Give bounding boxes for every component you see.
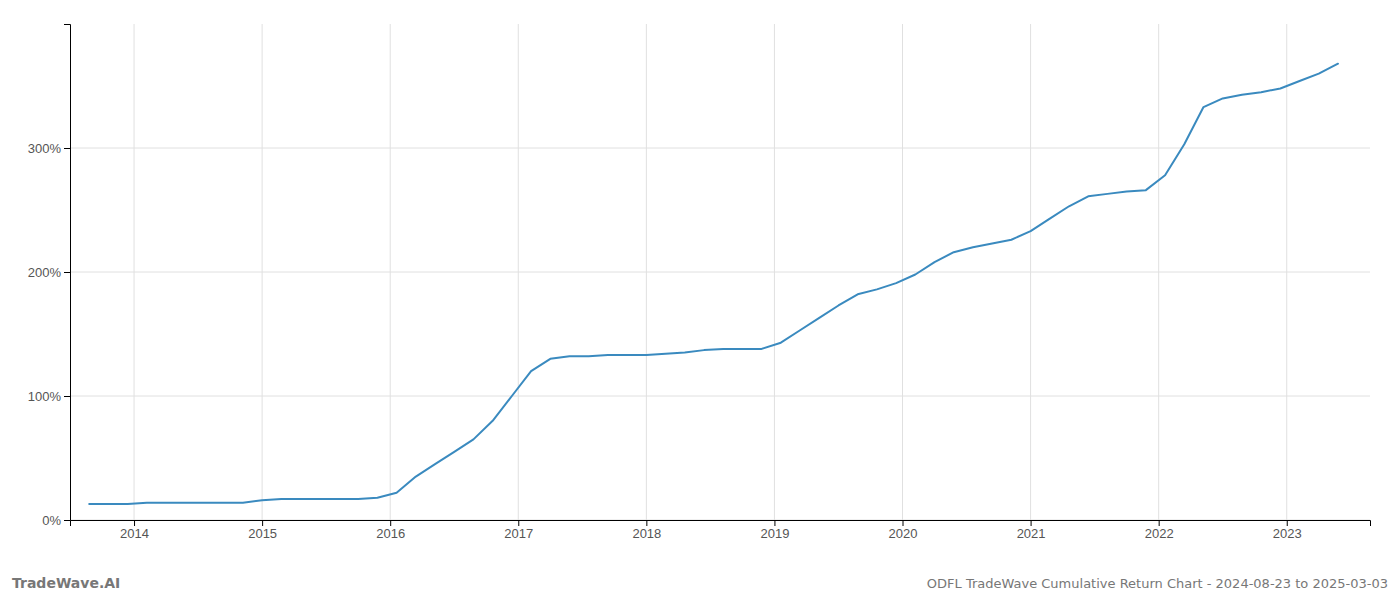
tick-mark: [1159, 520, 1160, 526]
tick: 2023: [1273, 520, 1302, 541]
tick: 2014: [120, 520, 149, 541]
tick-label: 2017: [504, 526, 533, 541]
tick-label: 2019: [760, 526, 789, 541]
tick-mark: [262, 520, 263, 526]
tick-mark: [1031, 520, 1032, 526]
tick-mark: [1287, 520, 1288, 526]
tick-label: 2016: [376, 526, 405, 541]
tick: 2016: [376, 520, 405, 541]
tick: 200%: [28, 265, 70, 280]
tick-label: 2020: [889, 526, 918, 541]
tick-label: 2022: [1145, 526, 1174, 541]
title: ODFL TradeWave Cumulative Return Chart -…: [927, 576, 1388, 591]
marks: [89, 64, 1338, 504]
chart: 2014 2015 2016 2017 2018 2019 2020 2021 2022 2023…: [0, 0, 1400, 600]
tick-label: 2014: [120, 526, 149, 541]
tick: 2015: [248, 520, 277, 541]
tick-label: 300%: [28, 141, 62, 156]
grid-line-y: [70, 148, 1370, 149]
tick-mark: [64, 396, 70, 397]
grid: [70, 24, 1370, 520]
tick-label: 2015: [248, 526, 277, 541]
plot: 2014 2015 2016 2017 2018 2019 2020 2021 2022 2023…: [28, 24, 1371, 541]
tick-mark: [646, 520, 647, 526]
tick: 2019: [760, 520, 789, 541]
tick-mark: [64, 148, 70, 149]
tick-mark: [774, 520, 775, 526]
axis-line: [64, 25, 71, 521]
tick-label: 2018: [632, 526, 661, 541]
tick: 100%: [28, 389, 70, 404]
tick-label: 2021: [1017, 526, 1046, 541]
tick-label: 2023: [1273, 526, 1302, 541]
x-axis: 2014 2015 2016 2017 2018 2019 2020 2021 2022 2023: [71, 520, 1371, 541]
tick-mark: [903, 520, 904, 526]
grid-line-y: [70, 272, 1370, 273]
tick-mark: [518, 520, 519, 526]
tick: 2021: [1017, 520, 1046, 541]
tick: 2017: [504, 520, 533, 541]
tick-mark: [64, 272, 70, 273]
line: [89, 64, 1338, 504]
tick: 300%: [28, 141, 70, 156]
tick-mark: [64, 520, 70, 521]
tick: 2022: [1145, 520, 1174, 541]
tick-label: 200%: [28, 265, 62, 280]
tick: 2020: [889, 520, 918, 541]
grid-line-y: [70, 396, 1370, 397]
y-axis: 0% 100% 200% 300%: [28, 25, 71, 528]
watermark: TradeWave.AI: [12, 575, 120, 591]
tick: 2018: [632, 520, 661, 541]
tick-label: 100%: [28, 389, 62, 404]
tick: 0%: [42, 513, 70, 528]
axis-line: [71, 521, 1371, 527]
tick-mark: [134, 520, 135, 526]
tick-mark: [390, 520, 391, 526]
tick-label: 0%: [42, 513, 61, 528]
